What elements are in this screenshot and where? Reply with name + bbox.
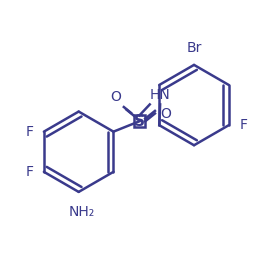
- Text: F: F: [239, 118, 247, 132]
- Text: HN: HN: [150, 88, 170, 102]
- Text: Br: Br: [186, 41, 202, 54]
- Text: F: F: [25, 165, 33, 179]
- Text: S: S: [134, 114, 145, 129]
- FancyBboxPatch shape: [133, 116, 145, 127]
- Text: O: O: [160, 106, 171, 121]
- Text: O: O: [110, 90, 121, 105]
- Text: NH₂: NH₂: [68, 205, 94, 219]
- Text: F: F: [25, 125, 33, 139]
